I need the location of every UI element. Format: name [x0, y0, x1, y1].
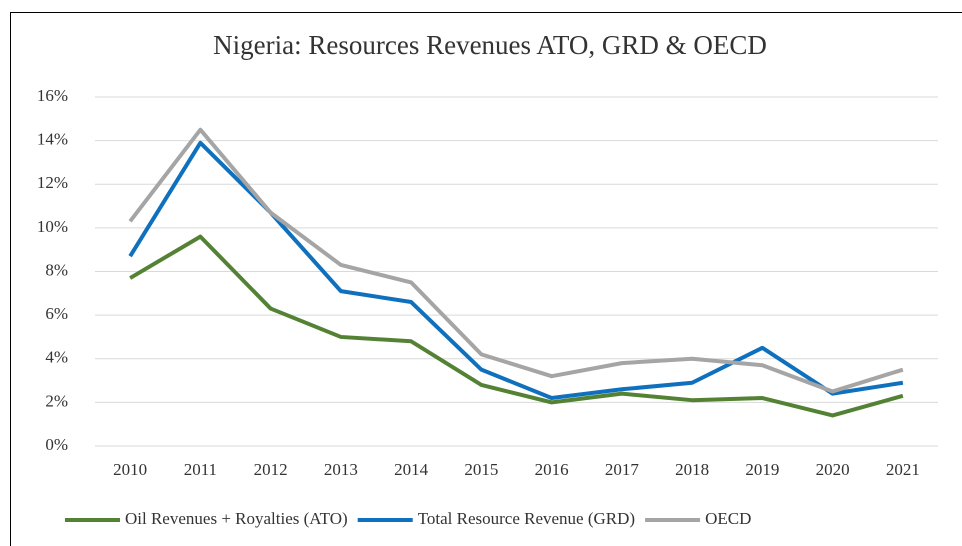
legend-label: Oil Revenues + Royalties (ATO) [125, 509, 348, 528]
x-tick-label: 2012 [254, 460, 288, 479]
legend-label: OECD [705, 509, 751, 528]
series-line [128, 127, 904, 394]
x-tick-label: 2020 [816, 460, 850, 479]
x-tick-label: 2019 [745, 460, 779, 479]
x-tick-label: 2014 [394, 460, 429, 479]
chart-title: Nigeria: Resources Revenues ATO, GRD & O… [213, 30, 767, 60]
chart-frame [10, 12, 962, 546]
x-tick-label: 2021 [886, 460, 920, 479]
x-tick-label: 2015 [464, 460, 498, 479]
y-tick-label: 14% [37, 130, 68, 149]
legend-label: Total Resource Revenue (GRD) [418, 509, 635, 528]
x-tick-label: 2013 [324, 460, 358, 479]
y-tick-label: 2% [45, 391, 68, 410]
y-tick-label: 0% [45, 435, 68, 454]
x-tick-label: 2017 [605, 460, 640, 479]
y-tick-label: 8% [45, 260, 68, 279]
x-tick-label: 2016 [535, 460, 569, 479]
y-tick-label: 12% [37, 173, 68, 192]
y-tick-label: 4% [45, 348, 68, 367]
x-tick-label: 2011 [184, 460, 217, 479]
x-tick-label: 2018 [675, 460, 709, 479]
y-tick-label: 16% [37, 86, 68, 105]
y-tick-label: 6% [45, 304, 68, 323]
y-tick-label: 10% [37, 217, 68, 236]
series-line [129, 234, 904, 418]
x-tick-label: 2010 [113, 460, 147, 479]
